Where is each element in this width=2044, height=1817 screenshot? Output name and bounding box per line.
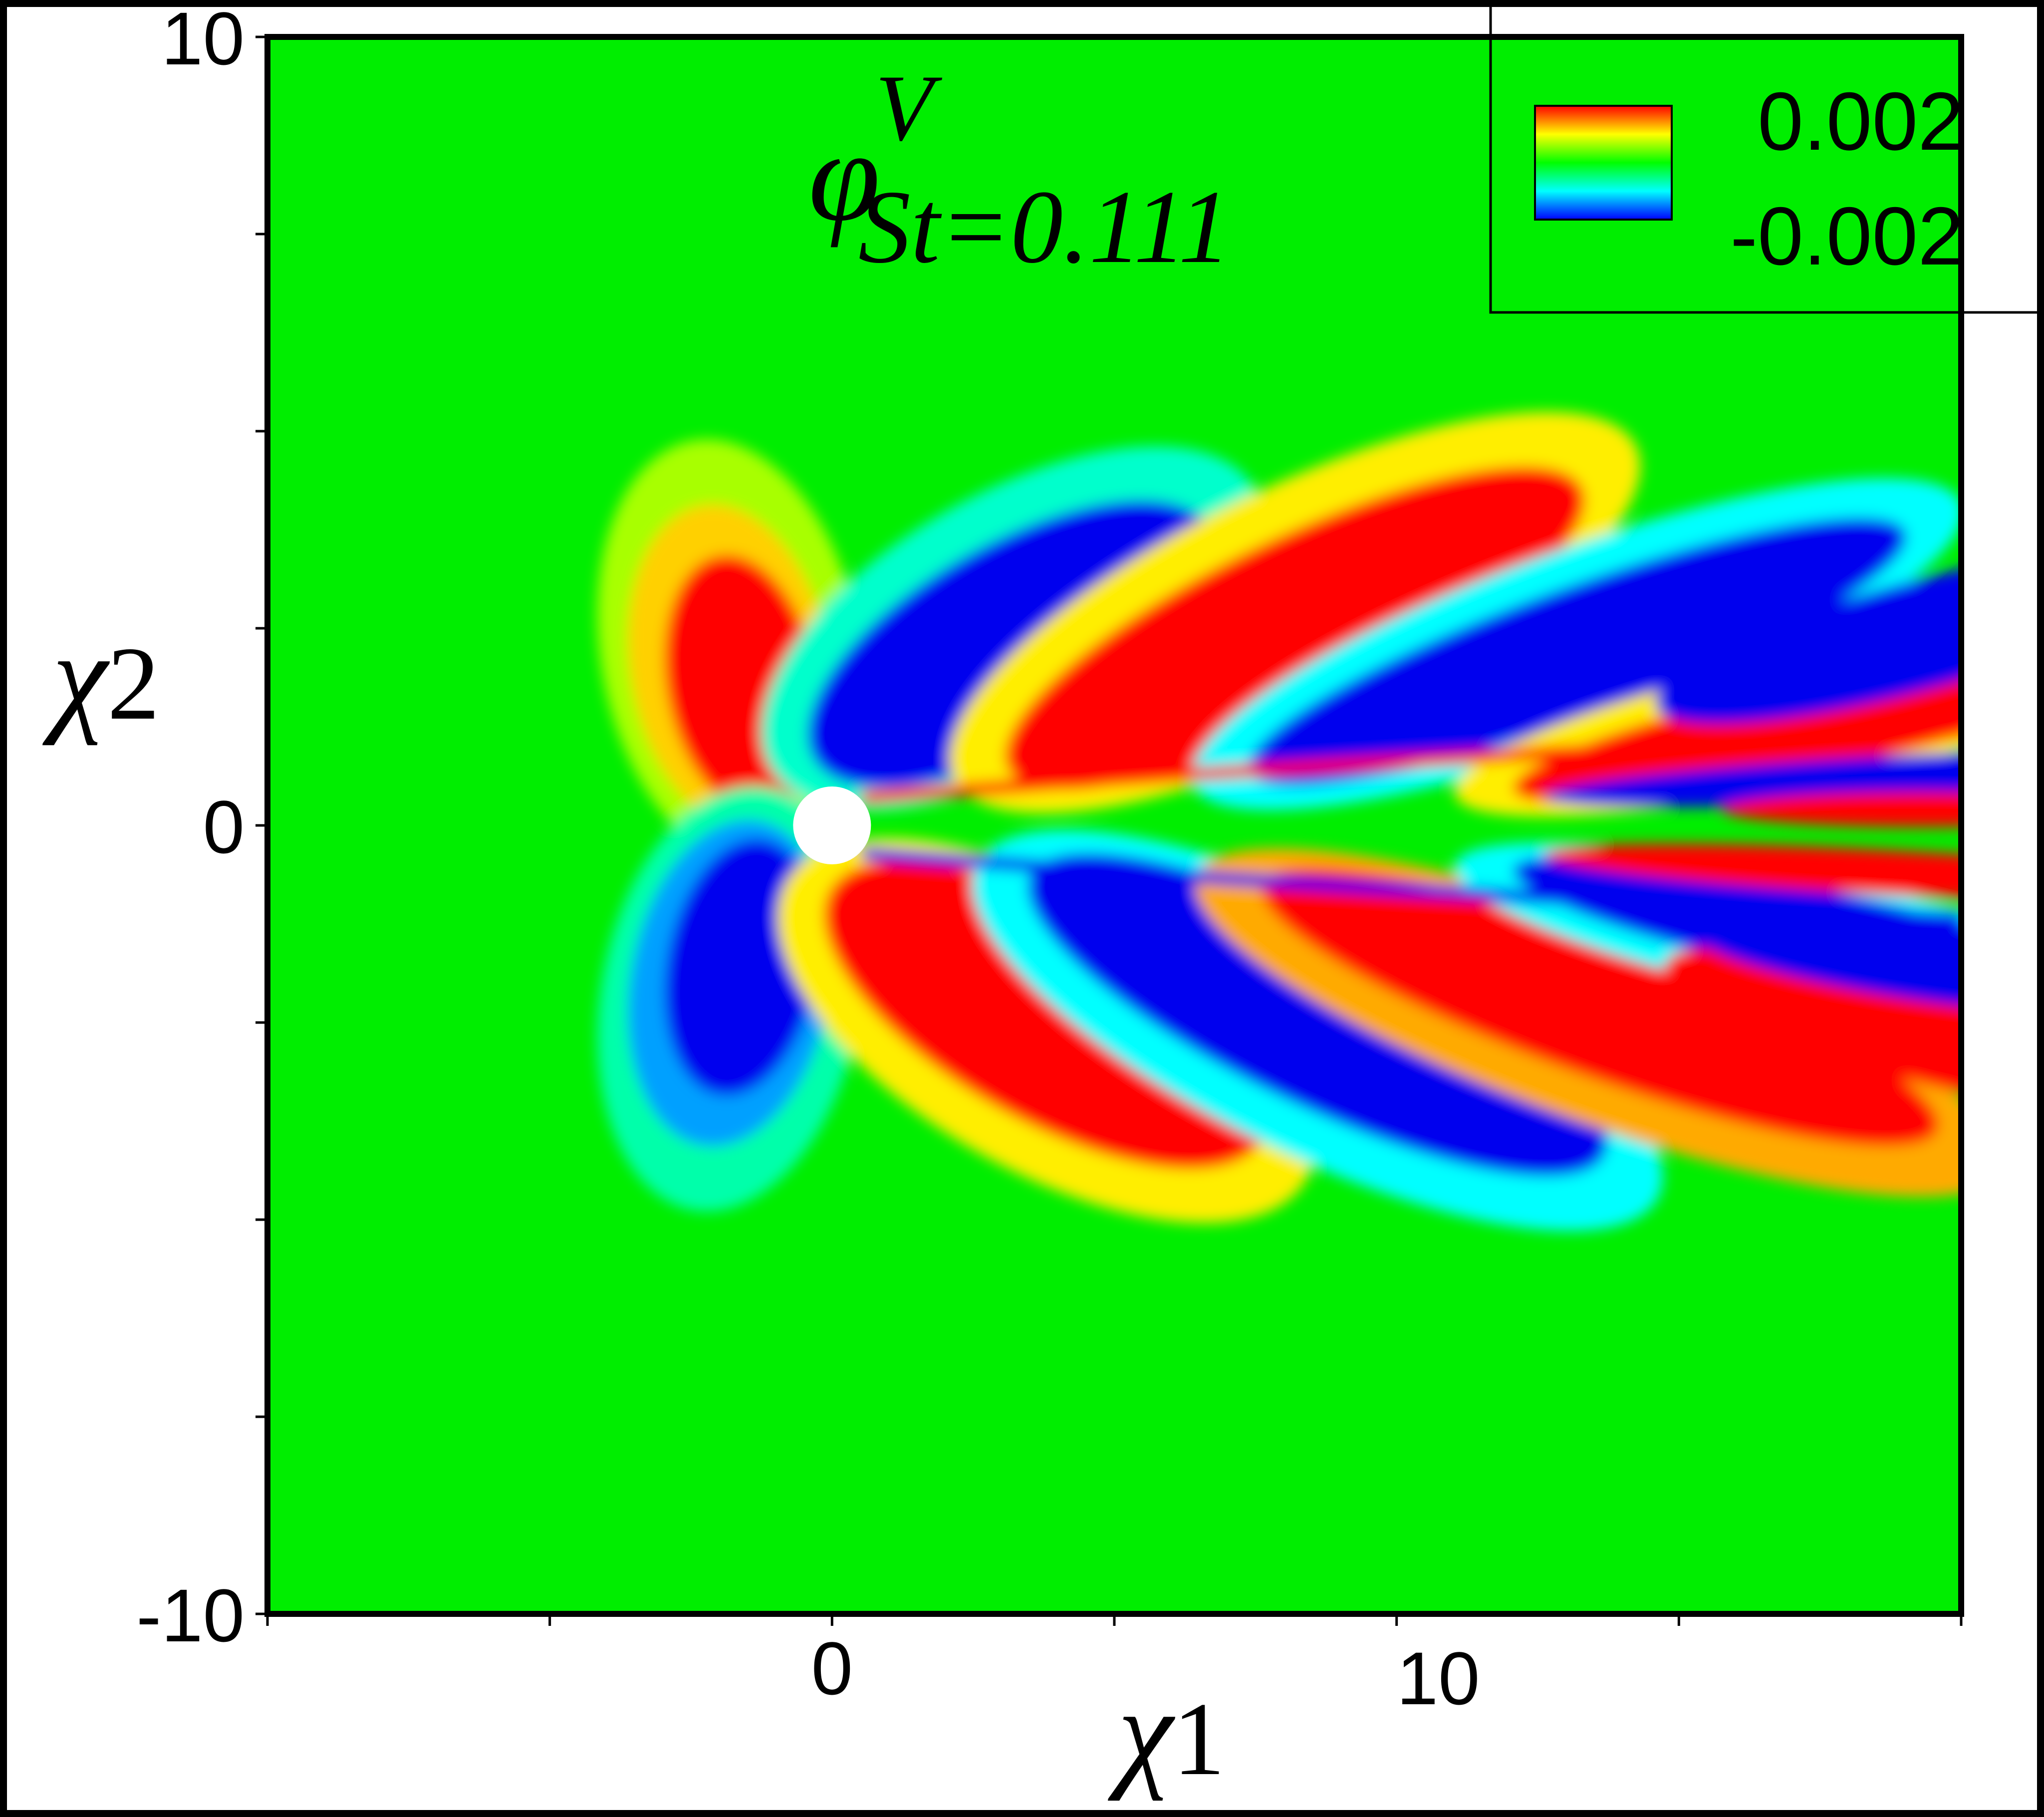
x-tick-label: 10: [1397, 1636, 1480, 1720]
y-tick-label: 10: [161, 0, 245, 80]
contour-lobe: [1665, 948, 1961, 1113]
contour-lobe: [1261, 867, 1939, 1146]
x-axis-index: 1: [1173, 1681, 1225, 1797]
x-axis-tick-labels: 0 10: [811, 1626, 1480, 1720]
contour-lobe: [1513, 643, 1961, 803]
colorbar-legend: 0.002 -0.002: [1489, 0, 2044, 314]
contour-lobe: [1722, 792, 1961, 827]
colorbar-max-label: 0.002: [1758, 75, 1964, 167]
colorbar-swatch: [1534, 105, 1673, 221]
y-tick-label: 0: [203, 785, 245, 869]
field-background: [267, 37, 1961, 1614]
contour-lobe: [1005, 467, 1585, 790]
shear-layer: [861, 725, 1961, 804]
contour-lobes: [597, 412, 1961, 1231]
x-axis-symbol: χ: [1107, 1663, 1176, 1802]
field-subscript: St=0.111: [858, 169, 1231, 285]
contour-lobe: [1544, 843, 1961, 902]
shear-layer: [861, 846, 1961, 926]
colorbar-min-label: -0.002: [1730, 190, 1964, 282]
contour-lobe: [1248, 518, 1906, 786]
y-axis-index: 2: [107, 626, 160, 742]
contour-plot-area: [267, 37, 1961, 1614]
contour-lobe: [824, 860, 1269, 1169]
legend-frame: [1489, 0, 2044, 314]
contour-lobe: [1544, 749, 1961, 807]
field-symbol: φ: [808, 104, 880, 248]
x-axis-ticks: [266, 1614, 1963, 1626]
cylinder-body: [793, 786, 871, 864]
field-label: φV St=0.111: [808, 56, 1231, 285]
x-axis-label: χ1: [1107, 1663, 1225, 1802]
contour-lobe: [1696, 919, 1961, 1016]
y-axis-tick-labels: 10 0 -10: [136, 0, 245, 1657]
field-superscript: V: [875, 56, 943, 161]
y-tick-label: -10: [136, 1573, 245, 1657]
contour-lobe: [1655, 548, 1961, 724]
x-tick-label: 0: [811, 1626, 853, 1710]
contour-lobe: [1027, 853, 1607, 1177]
y-axis-symbol: χ: [42, 608, 110, 746]
y-axis-ticks: [256, 35, 267, 1615]
y-axis-label: χ2: [42, 608, 160, 746]
